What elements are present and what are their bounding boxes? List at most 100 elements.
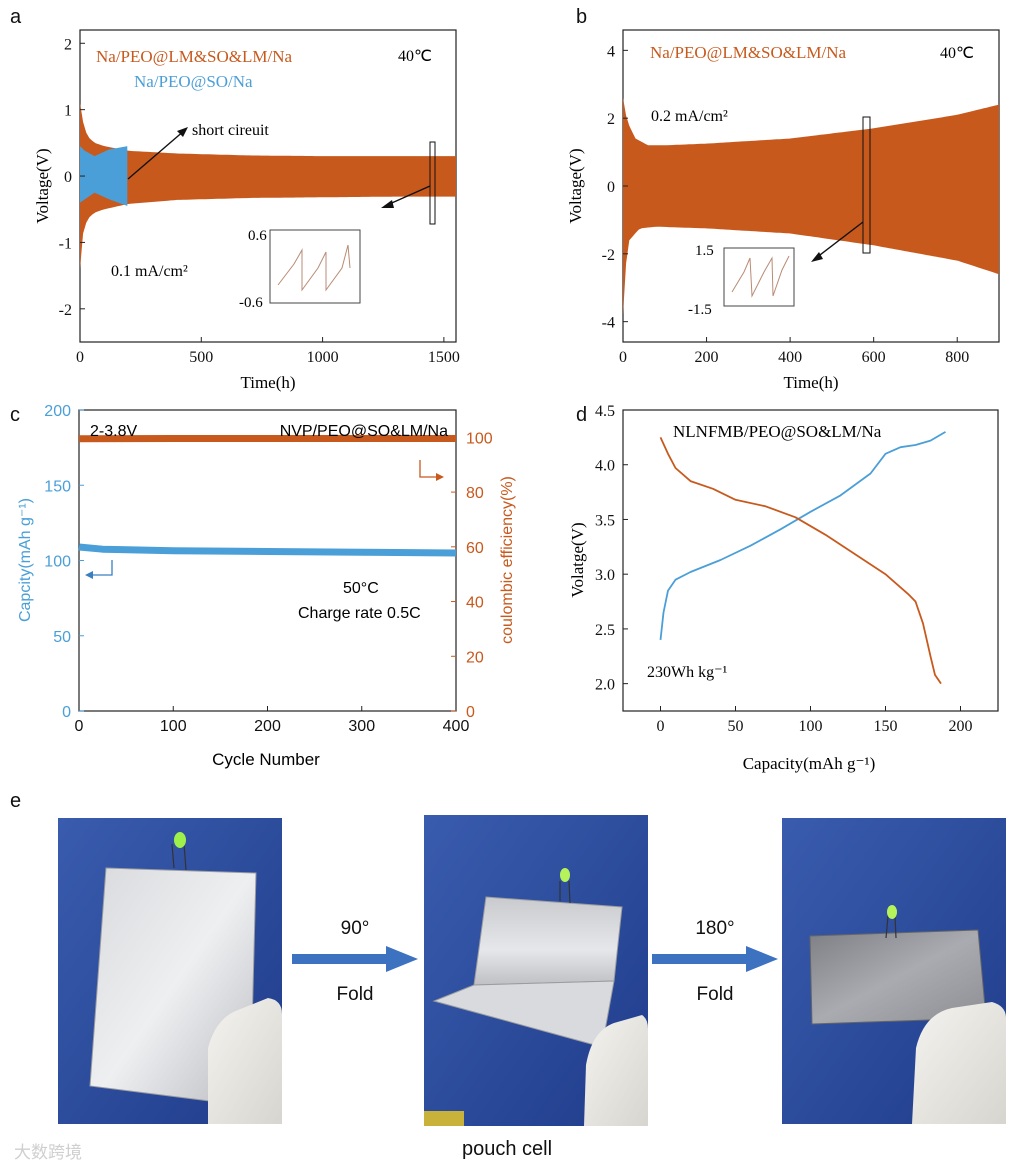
y-c-right-tick-label: 80 bbox=[466, 485, 484, 502]
arrow-short-circuit bbox=[127, 129, 186, 180]
ylabel-b: Voltage(V) bbox=[566, 148, 585, 223]
plot-frame-c bbox=[78, 409, 457, 712]
glove-hand-1 bbox=[208, 998, 282, 1124]
energy-label-d: 230Wh kg⁻¹ bbox=[647, 664, 728, 681]
y-a-tick-label: -2 bbox=[59, 302, 72, 319]
chart-a: 0 500 1000 1500 -2 -1 0 1 2 0.6 -0.6 Na/PEO@LM&S… bbox=[33, 29, 460, 392]
arrow-to-inset-b bbox=[815, 221, 864, 259]
x-c-tick-label: 0 bbox=[75, 718, 84, 735]
annotation-short-circuit: short cireuit bbox=[192, 122, 269, 139]
y-c-left-tick-label: 100 bbox=[44, 554, 71, 571]
ylabel-a: Voltage(V) bbox=[33, 148, 52, 223]
fold-angle-180: 180° bbox=[695, 918, 735, 939]
xlabel-b: Time(h) bbox=[783, 373, 838, 392]
arrow-right-icon bbox=[652, 946, 778, 972]
inset-top-label-a: 0.6 bbox=[248, 228, 267, 244]
ylabel-c-right: coulombic efficiency(%) bbox=[499, 476, 516, 644]
y-b-tick-label: -4 bbox=[602, 315, 615, 332]
inset-bottom-label-a: -0.6 bbox=[239, 295, 263, 311]
photo-fold-180-drawing bbox=[782, 818, 1006, 1124]
legend-b-1: Na/PEO@LM&SO&LM/Na bbox=[650, 43, 846, 62]
fold-step-180: 180° Fold bbox=[650, 918, 780, 1006]
y-c-right-tick-label: 60 bbox=[466, 540, 484, 557]
axis-pointer-left bbox=[88, 560, 113, 576]
series-line-c-left bbox=[78, 543, 457, 557]
xlabel-a: Time(h) bbox=[240, 373, 295, 392]
fold-label-180: Fold bbox=[696, 984, 734, 1005]
photo-fold-90-drawing bbox=[424, 815, 648, 1126]
x-b-tick-label: 400 bbox=[778, 349, 802, 366]
inset-bottom-label-b: -1.5 bbox=[688, 302, 712, 318]
x-d-tick-label: 100 bbox=[799, 718, 823, 735]
inset-box-b bbox=[723, 247, 795, 307]
x-c-tick-label: 100 bbox=[160, 718, 187, 735]
legend-a-1: Na/PEO@LM&SO&LM/Na bbox=[96, 47, 292, 66]
rate-label-b: 0.2 mA/cm² bbox=[651, 108, 728, 125]
y-c-right-tick-label: 40 bbox=[466, 595, 484, 612]
y-b-tick-label: 4 bbox=[607, 43, 615, 60]
y-b-tick-label: 2 bbox=[607, 111, 615, 128]
y-c-left-tick-label: 150 bbox=[44, 478, 71, 495]
series-line-d-discharge bbox=[659, 437, 942, 685]
y-c-left-tick-label: 200 bbox=[44, 403, 71, 420]
panel-letter-b: b bbox=[576, 6, 588, 28]
inset-top-label-b: 1.5 bbox=[695, 243, 714, 259]
y-c-right-tick-label: 0 bbox=[466, 704, 475, 721]
y-d-tick-label: 3.0 bbox=[595, 567, 615, 584]
x-b-tick-label: 600 bbox=[862, 349, 886, 366]
legend-a-2: Na/PEO@SO/Na bbox=[134, 72, 253, 91]
fold-angle-90: 90° bbox=[340, 918, 370, 939]
led-icon-2 bbox=[560, 868, 570, 882]
arrow-head-inset-b bbox=[811, 252, 823, 262]
y-d-tick-label: 3.5 bbox=[595, 512, 615, 529]
axis-pointer-right bbox=[419, 460, 440, 478]
x-c-tick-label: 300 bbox=[348, 718, 375, 735]
y-b-tick-label: 0 bbox=[607, 179, 615, 196]
ylabel-d: Volatge(V) bbox=[568, 522, 587, 597]
series-band-a-lm bbox=[80, 103, 456, 269]
cell-label-d: NLNFMB/PEO@SO&LM/Na bbox=[673, 422, 882, 441]
series-line-d-charge bbox=[659, 431, 946, 640]
x-c-tick-label: 200 bbox=[254, 718, 281, 735]
inset-trace-b bbox=[731, 255, 790, 298]
y-b-tick-label: -2 bbox=[602, 247, 615, 264]
y-c-right-tick-label: 20 bbox=[466, 649, 484, 666]
chart-d: 0 50 100 150 200 2.0 2.5 3.0 3.5 4.0 4.5 NLNFMB/PE… bbox=[568, 403, 999, 773]
led-icon-3 bbox=[887, 905, 897, 919]
x-b-tick-label: 800 bbox=[945, 349, 969, 366]
arrow-head-short-circuit bbox=[177, 127, 188, 137]
y-c-left-tick-label: 0 bbox=[62, 704, 71, 721]
series-band-a-so bbox=[80, 146, 128, 206]
y-a-tick-label: 2 bbox=[64, 36, 72, 53]
temp-label-b: 40℃ bbox=[940, 45, 974, 62]
series-band-b bbox=[623, 97, 999, 315]
axis-pointer-left-head bbox=[85, 571, 93, 579]
panel-letter-d: d bbox=[576, 404, 588, 426]
axis-pointer-right-head bbox=[436, 473, 444, 481]
x-a-tick-label: 500 bbox=[189, 349, 213, 366]
glove-hand-3 bbox=[912, 1002, 1006, 1124]
panel-letter-a: a bbox=[10, 6, 22, 28]
arrow-right-icon bbox=[292, 946, 418, 972]
panel-letter-c: c bbox=[10, 404, 20, 426]
x-c-tick-label: 400 bbox=[443, 718, 470, 735]
y-c-left-tick-label: 50 bbox=[53, 629, 71, 646]
x-d-tick-label: 0 bbox=[657, 718, 665, 735]
photo-fold-90 bbox=[424, 815, 648, 1126]
inset-trace-a bbox=[277, 244, 351, 292]
fold-step-90: 90° Fold bbox=[290, 918, 420, 1006]
watermark: 大数跨境 bbox=[14, 1143, 82, 1162]
x-a-tick-label: 0 bbox=[76, 349, 84, 366]
xlabel-c: Cycle Number bbox=[212, 750, 320, 769]
range-label-c: 2-3.8V bbox=[90, 423, 137, 440]
arrow-head-inset-a bbox=[381, 200, 394, 208]
x-b-tick-label: 200 bbox=[695, 349, 719, 366]
photo-flat-pouch bbox=[58, 818, 282, 1124]
x-d-tick-label: 150 bbox=[874, 718, 898, 735]
highlight-box-a bbox=[429, 141, 436, 225]
panel-letter-e: e bbox=[10, 790, 22, 812]
caption-pouch-cell: pouch cell bbox=[462, 1138, 553, 1160]
x-b-tick-label: 0 bbox=[619, 349, 627, 366]
temp-label-a: 40℃ bbox=[398, 48, 432, 65]
